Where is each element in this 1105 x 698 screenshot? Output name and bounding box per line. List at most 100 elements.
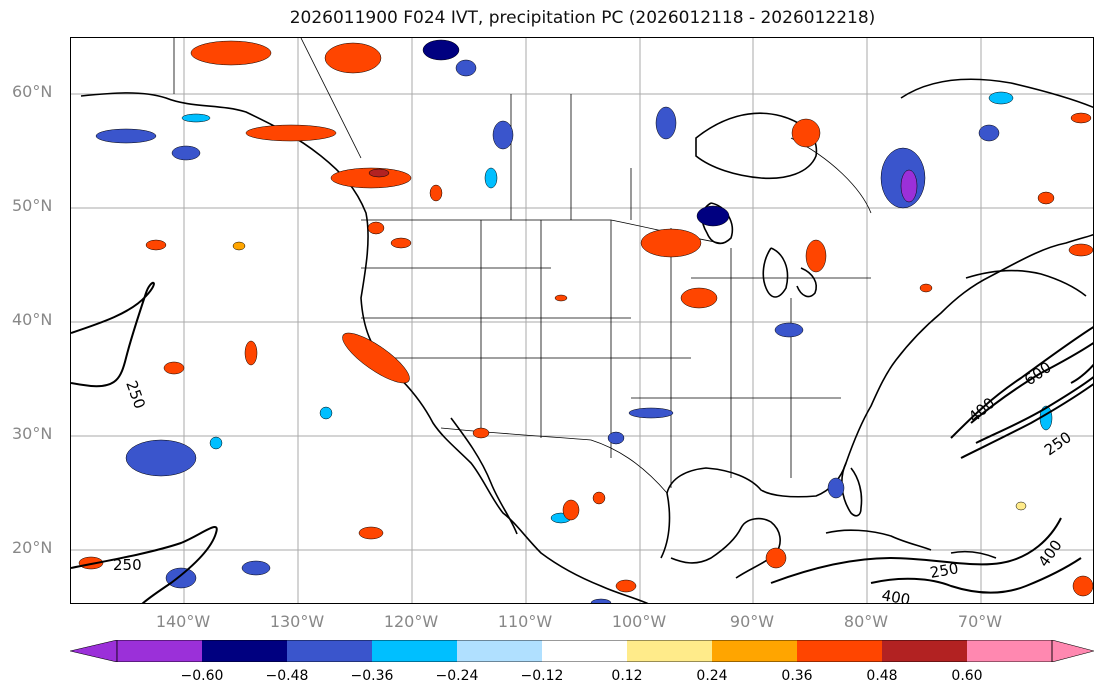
border-province-5: [790, 137, 872, 214]
contour-label-caribbean-400-a: 400: [880, 586, 911, 604]
pos-patch-24: [615, 579, 637, 593]
colorbar-bin-6: [542, 640, 627, 662]
map-panel[interactable]: 250 250 400 600 250 250 400 400: [70, 37, 1094, 604]
colorbar-bin-8: [712, 640, 797, 662]
lat-label-60n: 60°N: [12, 82, 53, 101]
neg-patch-3: [181, 113, 211, 123]
lon-label-70w: 70°W: [957, 612, 1003, 631]
pos-patch-17: [163, 361, 185, 375]
colorbar: [70, 640, 1094, 662]
border-province-4: [300, 38, 362, 159]
contour-label-southwest-250: 250: [113, 556, 142, 574]
pos-patch-18: [244, 340, 258, 366]
pos-patch-22: [472, 427, 490, 439]
neg-patch-13: [774, 322, 804, 338]
border-us-mexico: [440, 427, 668, 494]
colorbar-tick-3: −0.36: [350, 668, 394, 684]
contour-atlantic-400-b: [975, 376, 1093, 444]
neg-patch-14: [125, 439, 197, 477]
contour-label-west-250: 250: [122, 378, 149, 411]
contour-label-atlantic-250: 250: [1041, 428, 1075, 459]
pos-patch-10: [680, 287, 718, 309]
lat-label-40n: 40°N: [12, 310, 53, 329]
baja-california: [450, 417, 518, 535]
pos-patch-7: [390, 237, 412, 249]
pos-patch-29: [592, 491, 606, 505]
pos-patch-8: [429, 184, 443, 202]
lat-label-20n: 20°N: [12, 538, 53, 557]
pos-patch-14: [1070, 112, 1092, 124]
colorbar-svg: [70, 640, 1094, 662]
lon-label-110w: 110°W: [497, 612, 553, 631]
neg-patch-24: [590, 598, 612, 603]
nova-scotia: [965, 269, 1087, 297]
lon-label-140w: 140°W: [155, 612, 211, 631]
east-and-gulf-coast: [660, 233, 1093, 559]
colorbar-bin-10: [882, 640, 967, 662]
colorbar-tick-2: −0.48: [265, 668, 309, 684]
colorbar-extend-max: [1051, 640, 1094, 662]
colorbar-tick-8: 0.36: [781, 668, 813, 684]
hudson-bay: [695, 112, 818, 180]
neg-patch-1: [95, 128, 157, 144]
pos-patch-16: [342, 332, 410, 384]
map-title: 2026011900 F024 IVT, precipitation PC (2…: [289, 8, 876, 28]
contour-caribbean-400: [870, 557, 1082, 594]
cuba: [825, 529, 932, 551]
pos-patch-25: [765, 547, 787, 569]
neg-patch-10: [900, 169, 918, 203]
map-svg: 250 250 400 600 250 250 400 400: [71, 38, 1093, 604]
hispaniola: [950, 550, 997, 559]
colorbar-bin-3: [287, 640, 372, 662]
precip-negative-patches: [95, 39, 1053, 603]
pos-patch-26: [1072, 575, 1093, 597]
colorbar-tick-6: 0.12: [611, 668, 643, 684]
neg-patch-16: [628, 407, 674, 419]
lake-huron: [796, 267, 817, 298]
lon-label-130w: 130°W: [269, 612, 325, 631]
pos-patch-9: [640, 228, 702, 258]
colorbar-bin-5: [457, 640, 542, 662]
pos-patch-21: [358, 526, 384, 540]
colorbar-extend-min: [70, 640, 118, 662]
contour-west-250: [71, 281, 155, 388]
pos-patch-5: [368, 168, 390, 178]
neg-patch-18: [827, 477, 845, 499]
neg-patch-2: [171, 145, 201, 161]
neg-patch-5: [455, 59, 477, 77]
neg-patch-20: [241, 560, 271, 576]
neg-patch-7: [655, 106, 677, 140]
colorbar-bin-9: [797, 640, 882, 662]
contour-southwest-250: [71, 526, 218, 603]
coastlines: [80, 78, 1093, 603]
contour-atlantic-250-b: [960, 383, 1093, 459]
pos-patch-28: [554, 294, 568, 302]
contour-caribbean-250: [770, 517, 1062, 584]
lon-label-100w: 100°W: [611, 612, 667, 631]
ivt-contours: [71, 281, 1093, 603]
lat-label-50n: 50°N: [12, 196, 53, 215]
colorbar-tick-9: 0.48: [866, 668, 898, 684]
pos-patch-12: [805, 239, 827, 273]
neg-patch-6: [492, 120, 514, 150]
neg-patch-17: [607, 431, 625, 445]
florida: [841, 462, 863, 517]
colorbar-tick-5: −0.12: [520, 668, 564, 684]
colorbar-tick-7: 0.24: [696, 668, 728, 684]
precip-positive-patches: [78, 40, 1093, 597]
pos-patch-30: [232, 241, 246, 251]
neg-patch-11: [978, 124, 1000, 142]
pos-patch-3: [245, 124, 337, 142]
contour-label-caribbean-250: 250: [929, 559, 960, 582]
lon-label-90w: 90°W: [729, 612, 775, 631]
pos-patch-6: [367, 221, 385, 235]
pos-patch-11: [791, 118, 821, 148]
lon-label-80w: 80°W: [843, 612, 889, 631]
pos-patch-4: [330, 167, 412, 189]
pos-patch-2: [324, 42, 382, 74]
pos-patch-1: [190, 40, 272, 66]
lat-label-30n: 30°N: [12, 424, 53, 443]
neg-patch-4: [422, 39, 460, 61]
yucatan: [670, 517, 781, 579]
pos-patch-31: [1015, 501, 1027, 511]
